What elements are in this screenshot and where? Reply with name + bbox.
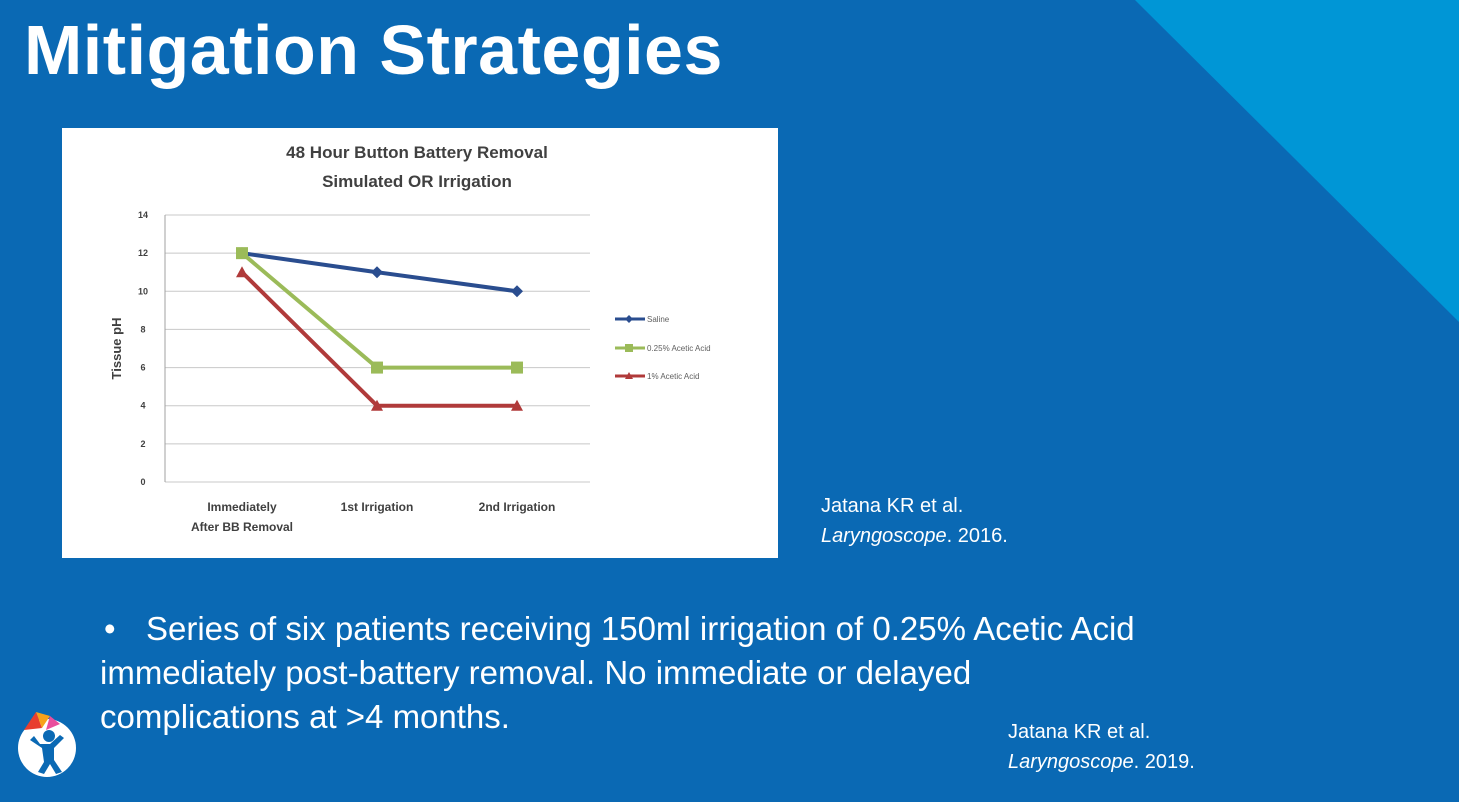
legend: Saline 0.25% Acetic Acid 1% Acetic Acid	[615, 315, 711, 381]
data-point	[511, 361, 523, 374]
data-point	[511, 285, 523, 298]
data-point	[371, 399, 383, 411]
data-point	[236, 266, 248, 278]
legend-marker	[625, 372, 633, 379]
x-tick-label: After BB Removal	[191, 520, 293, 534]
x-tick-label: 1st Irrigation	[341, 500, 414, 514]
legend-label: Saline	[647, 315, 670, 324]
x-tick-label: Immediately	[207, 500, 277, 514]
y-tick-label: 4	[140, 401, 145, 411]
data-point	[511, 399, 523, 411]
data-point	[236, 247, 248, 260]
legend-marker	[625, 344, 633, 352]
y-tick-label: 8	[140, 324, 145, 334]
slide-title: Mitigation Strategies	[24, 11, 723, 89]
line-chart: 48 Hour Button Battery Removal Simulated…	[109, 143, 711, 534]
child-figure-logo-icon	[18, 712, 76, 777]
y-ticks: 0 2 4 6 8 10 12 14	[138, 210, 148, 487]
legend-label: 1% Acetic Acid	[647, 372, 699, 381]
data-point	[371, 266, 383, 279]
data-point	[371, 361, 383, 374]
y-tick-label: 10	[138, 286, 148, 296]
y-tick-label: 0	[140, 477, 145, 487]
chart-title-line-1: 48 Hour Button Battery Removal	[286, 143, 548, 162]
citation-2016: Jatana KR et al. Laryngoscope. 2016.	[821, 491, 1008, 551]
bullet-marker: •	[104, 610, 116, 647]
series-line	[240, 270, 517, 408]
y-tick-label: 14	[138, 210, 148, 220]
citation-2016-year: . 2016.	[946, 525, 1008, 547]
chart-title-line-2: Simulated OR Irrigation	[322, 172, 512, 191]
citation-2016-authors: Jatana KR et al.	[821, 495, 964, 517]
citation-2019-authors: Jatana KR et al.	[1008, 721, 1151, 743]
citation-2019-year: . 2019.	[1133, 751, 1195, 773]
y-tick-label: 6	[140, 363, 145, 373]
y-tick-label: 2	[140, 439, 145, 449]
legend-label: 0.25% Acetic Acid	[647, 344, 711, 353]
citation-2019: Jatana KR et al. Laryngoscope. 2019.	[1008, 717, 1195, 777]
x-tick-label: 2nd Irrigation	[479, 500, 556, 514]
y-tick-label: 12	[138, 248, 148, 258]
x-ticks: Immediately After BB Removal 1st Irrigatio…	[191, 500, 555, 534]
bullet-point: • Series of six patients receiving 150ml …	[100, 607, 1160, 739]
y-axis-label: Tissue pH	[109, 318, 124, 380]
chart-panel: 48 Hour Button Battery Removal Simulated…	[62, 128, 778, 558]
grid-layer	[164, 214, 590, 483]
series-layer	[236, 247, 523, 411]
legend-marker	[625, 315, 633, 323]
citation-2016-journal: Laryngoscope	[821, 525, 947, 547]
citation-2019-journal: Laryngoscope	[1008, 751, 1134, 773]
bullet-text: Series of six patients receiving 150ml i…	[100, 610, 1135, 735]
